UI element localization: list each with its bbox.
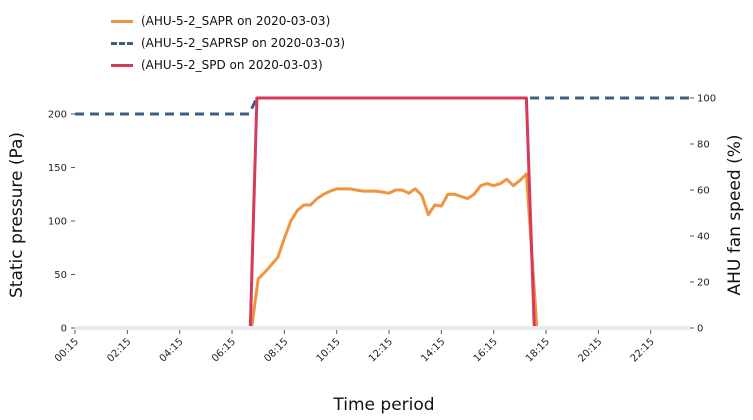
y-right-tick-label: 0 xyxy=(697,324,703,335)
x-tick-label: 04:15 xyxy=(158,336,186,364)
y-right-tick-label: 80 xyxy=(697,140,710,151)
legend-swatch-saprsp xyxy=(111,41,133,45)
legend-label-spd: (AHU-5-2_SPD on 2020-03-03) xyxy=(141,58,323,72)
x-tick-label: 22:15 xyxy=(629,336,657,364)
legend-label-sapr: (AHU-5-2_SAPR on 2020-03-03) xyxy=(141,14,331,28)
x-tick-label: 14:15 xyxy=(419,336,447,364)
legend-item-sapr: (AHU-5-2_SAPR on 2020-03-03) xyxy=(111,10,345,32)
y-right-tick-label: 20 xyxy=(697,278,710,289)
y-right-tick-label: 40 xyxy=(697,232,710,243)
x-tick-label: 02:15 xyxy=(105,336,133,364)
y-left-tick-label: 150 xyxy=(48,163,67,174)
y-left-tick-label: 100 xyxy=(48,217,67,228)
legend-item-saprsp: (AHU-5-2_SAPRSP on 2020-03-03) xyxy=(111,32,345,54)
legend-item-spd: (AHU-5-2_SPD on 2020-03-03) xyxy=(111,54,345,76)
x-tick-label: 10:15 xyxy=(315,336,343,364)
x-tick-label: 12:15 xyxy=(367,336,395,364)
x-tick-label: 18:15 xyxy=(524,336,552,364)
y-left-tick-label: 0 xyxy=(61,324,67,335)
legend-swatch-sapr xyxy=(111,19,133,23)
x-tick-label: 06:15 xyxy=(210,336,238,364)
y-right-tick-label: 100 xyxy=(697,94,716,105)
y-axis-left-title: Static pressure (Pa) xyxy=(7,132,27,298)
y-axis-right-title: AHU fan speed (%) xyxy=(725,134,745,295)
x-tick-label: 08:15 xyxy=(262,336,290,364)
x-axis-title: Time period xyxy=(332,395,434,415)
x-tick-label: 20:15 xyxy=(576,336,604,364)
plot-area xyxy=(75,96,690,330)
series-line-saprsp xyxy=(75,96,690,116)
x-tick-label: 16:15 xyxy=(472,336,500,364)
legend: (AHU-5-2_SAPR on 2020-03-03) (AHU-5-2_SA… xyxy=(111,10,345,76)
series-line-spd xyxy=(75,96,690,330)
series-line-sapr xyxy=(75,172,690,330)
y-right-tick-label: 60 xyxy=(697,186,710,197)
y-left-tick-label: 50 xyxy=(54,270,67,281)
y-left-tick-label: 200 xyxy=(48,110,67,121)
legend-label-saprsp: (AHU-5-2_SAPRSP on 2020-03-03) xyxy=(141,36,346,50)
x-tick-label: 00:15 xyxy=(53,336,81,364)
axes: 0 50 100 150 200 0 20 40 60 80 100 00:15 02:15 04:15 0… xyxy=(48,94,716,365)
legend-swatch-spd xyxy=(111,63,133,67)
